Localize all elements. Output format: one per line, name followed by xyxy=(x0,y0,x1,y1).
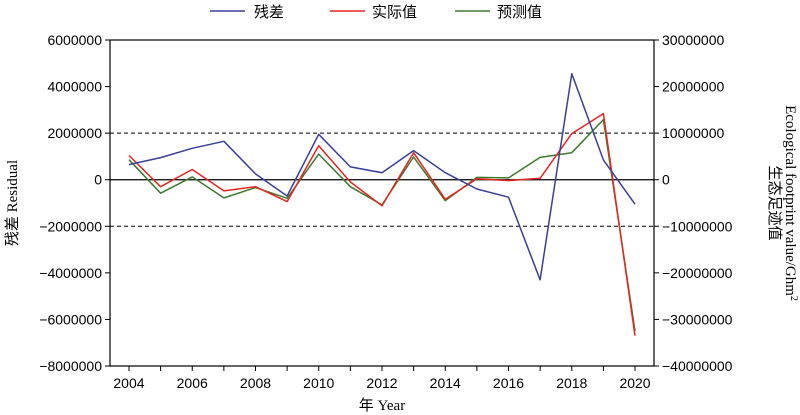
y-right-tick-label: 0 xyxy=(662,172,670,188)
y-left-tick-label: −8000000 xyxy=(39,358,102,374)
y-left-tick-label: −2000000 xyxy=(39,218,102,234)
x-tick-label: 2012 xyxy=(366,375,397,391)
reference-lines xyxy=(110,132,654,227)
y-right-tick-label: −20000000 xyxy=(662,265,733,281)
x-tick-label: 2014 xyxy=(430,375,461,391)
x-tick-label: 2020 xyxy=(619,375,650,391)
series-layer xyxy=(128,73,636,336)
y-left-tick-label: −4000000 xyxy=(39,265,102,281)
y-right-tick-label: −10000000 xyxy=(662,218,733,234)
x-tick-label: 2008 xyxy=(240,375,271,391)
legend-label-predicted: 预测值 xyxy=(497,3,542,21)
legend-label-residual: 残差 xyxy=(254,3,284,21)
legend-label-actual: 实际值 xyxy=(372,3,417,21)
y-left-tick-label: 2000000 xyxy=(47,125,102,141)
x-tick-label: 2010 xyxy=(303,375,334,391)
y-left-tick-label: −6000000 xyxy=(39,311,102,327)
x-tick-label: 2004 xyxy=(113,375,144,391)
y-right-tick-label: 30000000 xyxy=(662,32,725,48)
actual-line xyxy=(128,112,636,336)
y-axis-right-title-en-main: Ecological footprint value/Ghm xyxy=(782,105,798,296)
y-left-tick-label: 6000000 xyxy=(47,32,102,48)
legend: 残差 实际值 预测值 xyxy=(210,3,542,21)
residual-line xyxy=(128,73,636,281)
y-right-tick-label: −40000000 xyxy=(662,358,733,374)
y-axis-left-title: 残差 Residual xyxy=(4,160,21,246)
plot-frame xyxy=(109,39,655,367)
y-axis-right-title-en: Ecological footprint value/Ghm2 xyxy=(782,105,799,301)
y-right-tick-label: −30000000 xyxy=(662,311,733,327)
y-axis-right-title-cn: 生态足迹值 xyxy=(766,165,783,240)
x-axis: 2004 2006 2008 2010 2012 2014 2016 2018 2020 xyxy=(113,366,651,391)
y-axis-right-title-en-sup: 2 xyxy=(788,296,799,301)
x-tick-label: 2018 xyxy=(556,375,587,391)
y-right-tick-label: 10000000 xyxy=(662,125,725,141)
x-axis-title: 年 Year xyxy=(359,397,405,414)
y-left-tick-label: 4000000 xyxy=(47,79,102,95)
y-axis-right: 30000000 20000000 10000000 0 −10000000 −20000… xyxy=(654,32,733,374)
y-right-tick-label: 20000000 xyxy=(662,79,725,95)
x-tick-label: 2016 xyxy=(493,375,524,391)
x-tick-label: 2006 xyxy=(177,375,208,391)
y-left-tick-label: 0 xyxy=(94,172,102,188)
y-axis-left: 6000000 4000000 2000000 0 −2000000 −4000000 −6… xyxy=(39,32,110,374)
